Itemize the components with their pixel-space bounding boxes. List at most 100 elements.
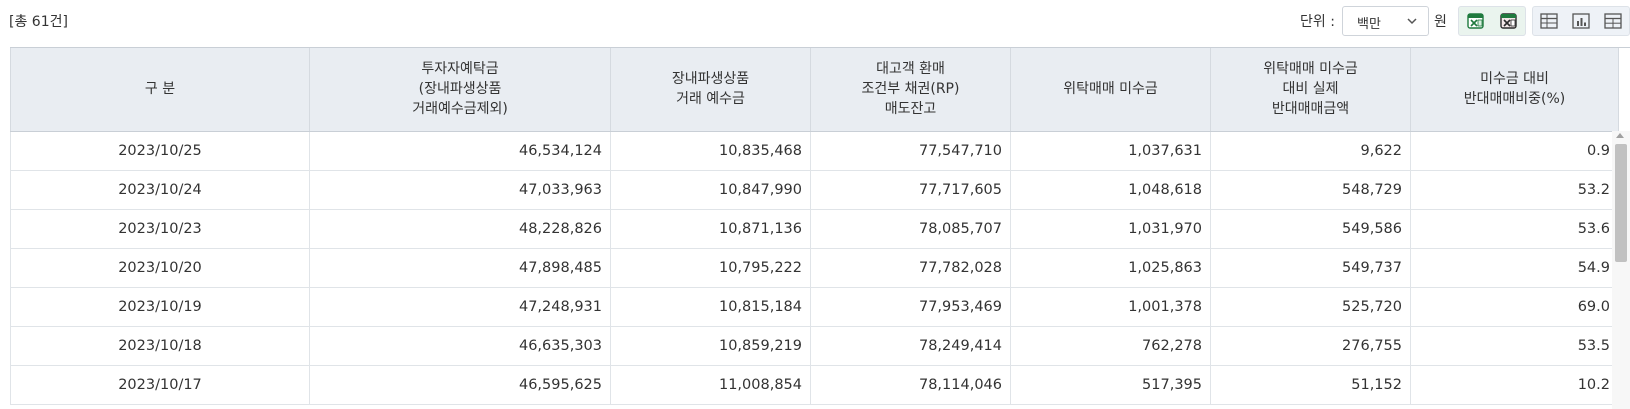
chevron-down-icon: [1407, 18, 1417, 25]
value-cell: 53.5: [1410, 326, 1619, 366]
table-row[interactable]: 2023/10/24 47,033,963 10,847,990 77,717,605…: [10, 170, 1619, 210]
vertical-scrollbar[interactable]: [1612, 131, 1630, 409]
value-cell: 10,847,990: [610, 170, 811, 210]
value-cell: 525,720: [1210, 287, 1411, 327]
value-cell: 77,953,469: [810, 287, 1011, 327]
column-header-line: 반대매매비중(%): [1463, 91, 1566, 108]
grid-view-icon: [1604, 13, 1622, 29]
date-cell: 2023/10/23: [10, 209, 310, 249]
column-header-line: 조건부 채권(RP): [861, 81, 960, 98]
value-cell: 1,025,863: [1010, 248, 1211, 288]
toolbar: [총 61건] 단위 : 백만 원: [0, 0, 1630, 42]
unit-select[interactable]: 백만: [1342, 6, 1429, 36]
value-cell: 77,717,605: [810, 170, 1011, 210]
table-row[interactable]: 2023/10/19 47,248,931 10,815,184 77,953,469…: [10, 287, 1619, 327]
table-view-button[interactable]: [1533, 7, 1565, 35]
value-cell: 549,737: [1210, 248, 1411, 288]
column-header-line: 대고객 환매: [876, 61, 945, 78]
column-header-line: 장내파생상품: [671, 71, 750, 88]
value-cell: 10,815,184: [610, 287, 811, 327]
table-row[interactable]: 2023/10/17 46,595,625 11,008,854 78,114,046…: [10, 365, 1619, 405]
value-cell: 47,033,963: [309, 170, 611, 210]
date-cell: 2023/10/25: [10, 131, 310, 171]
currency-label: 원: [1434, 14, 1447, 30]
chart-view-icon: [1572, 13, 1590, 29]
table-row[interactable]: 2023/10/25 46,534,124 10,835,468 77,547,710…: [10, 131, 1619, 171]
column-header-line: 구 분: [144, 81, 176, 98]
table-header-row: 구 분 투자자예탁금 (장내파생상품 거래예수금제외) 장내파생상품 거래 예수금 대고객 …: [10, 48, 1619, 132]
scroll-up-arrow-icon[interactable]: [1616, 133, 1624, 138]
value-cell: 9,622: [1210, 131, 1411, 171]
value-cell: 78,114,046: [810, 365, 1011, 405]
value-cell: 10,835,468: [610, 131, 811, 171]
xlsx-download-icon: [1466, 13, 1484, 29]
chart-view-button[interactable]: [1565, 7, 1597, 35]
value-cell: 762,278: [1010, 326, 1211, 366]
unit-label: 단위 :: [1300, 14, 1335, 30]
grid-view-button[interactable]: [1597, 7, 1629, 35]
value-cell: 47,898,485: [309, 248, 611, 288]
value-cell: 54.9: [1410, 248, 1619, 288]
table-row[interactable]: 2023/10/20 47,898,485 10,795,222 77,782,028…: [10, 248, 1619, 288]
scroll-thumb[interactable]: [1615, 144, 1627, 262]
value-cell: 1,037,631: [1010, 131, 1211, 171]
value-cell: 78,085,707: [810, 209, 1011, 249]
deposit-table: 구 분 투자자예탁금 (장내파생상품 거래예수금제외) 장내파생상품 거래 예수금 대고객 …: [10, 48, 1619, 405]
value-cell: 10,859,219: [610, 326, 811, 366]
column-header-line: 대비 실제: [1282, 81, 1339, 98]
xls-download-button[interactable]: [1492, 7, 1525, 35]
value-cell: 46,595,625: [309, 365, 611, 405]
table-row[interactable]: 2023/10/23 48,228,826 10,871,136 78,085,707…: [10, 209, 1619, 249]
value-cell: 51,152: [1210, 365, 1411, 405]
value-cell: 53.2: [1410, 170, 1619, 210]
value-cell: 1,031,970: [1010, 209, 1211, 249]
value-cell: 48,228,826: [309, 209, 611, 249]
value-cell: 276,755: [1210, 326, 1411, 366]
value-cell: 10.2: [1410, 365, 1619, 405]
value-cell: 1,048,618: [1010, 170, 1211, 210]
table-row[interactable]: 2023/10/18 46,635,303 10,859,219 78,249,414…: [10, 326, 1619, 366]
value-cell: 10,871,136: [610, 209, 811, 249]
value-cell: 46,534,124: [309, 131, 611, 171]
value-cell: 53.6: [1410, 209, 1619, 249]
value-cell: 517,395: [1010, 365, 1211, 405]
data-table-container: 구 분 투자자예탁금 (장내파생상품 거래예수금제외) 장내파생상품 거래 예수금 대고객 …: [10, 47, 1630, 409]
excel-download-group: [1458, 6, 1526, 36]
column-header-line: 투자자예탁금: [421, 61, 499, 78]
column-header-line: 미수금 대비: [1480, 71, 1549, 88]
column-header-line: 매도잔고: [884, 101, 937, 118]
total-count: [총 61건]: [9, 14, 68, 30]
date-cell: 2023/10/17: [10, 365, 310, 405]
value-cell: 1,001,378: [1010, 287, 1211, 327]
xls-download-icon: [1499, 13, 1517, 29]
value-cell: 11,008,854: [610, 365, 811, 405]
column-header-line: (장내파생상품: [418, 81, 502, 98]
column-header-line: 거래예수금제외): [412, 101, 508, 118]
date-cell: 2023/10/24: [10, 170, 310, 210]
value-cell: 0.9: [1410, 131, 1619, 171]
unit-select-value: 백만: [1357, 17, 1381, 32]
value-cell: 69.0: [1410, 287, 1619, 327]
value-cell: 46,635,303: [309, 326, 611, 366]
table-view-icon: [1540, 13, 1558, 29]
value-cell: 77,782,028: [810, 248, 1011, 288]
column-header-line: 반대매매금액: [1271, 101, 1350, 118]
table-body: 2023/10/25 46,534,124 10,835,468 77,547,710…: [10, 131, 1619, 405]
column-header-line: 거래 예수금: [676, 91, 745, 108]
column-header: 구 분: [10, 48, 310, 132]
date-cell: 2023/10/20: [10, 248, 310, 288]
xlsx-download-button[interactable]: [1459, 7, 1492, 35]
value-cell: 78,249,414: [810, 326, 1011, 366]
view-mode-group: [1532, 6, 1630, 36]
value-cell: 47,248,931: [309, 287, 611, 327]
value-cell: 77,547,710: [810, 131, 1011, 171]
date-cell: 2023/10/18: [10, 326, 310, 366]
date-cell: 2023/10/19: [10, 287, 310, 327]
column-header-line: 위탁매매 미수금: [1263, 61, 1358, 78]
column-header-line: 위탁매매 미수금: [1063, 81, 1158, 98]
